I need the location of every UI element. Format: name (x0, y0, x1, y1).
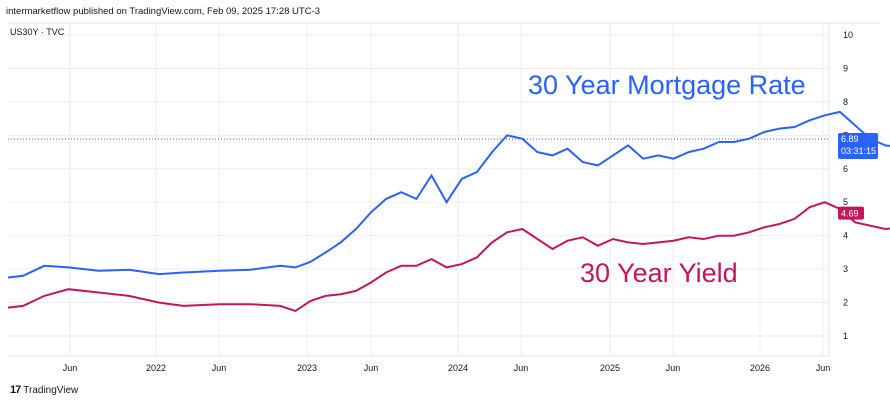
time-axis[interactable]: Jun 2022 Jun 2023 Jun 2024 Jun 2025 Jun 2026 Jun (63, 23, 831, 373)
mortgage-series-line (7, 110, 890, 279)
x-tick-label: Jun (666, 363, 681, 373)
x-tick-label: 2023 (297, 363, 317, 373)
y-tick-label: 9 (843, 63, 848, 73)
mortgage-badge-bg (838, 133, 878, 160)
mortgage-price-badge: 6.89 03:31:15 (838, 133, 878, 160)
brand-name: TradingView (23, 384, 79, 396)
x-tick-label: Jun (816, 363, 831, 373)
symbol-label[interactable]: US30Y · TVC (10, 27, 65, 37)
y-tick-label: 8 (843, 97, 848, 107)
y-tick-label: 4 (843, 231, 848, 241)
x-tick-label: 2024 (448, 363, 468, 373)
x-tick-label: 2025 (600, 363, 620, 373)
x-tick-label: Jun (364, 363, 379, 373)
y-tick-label: 3 (843, 264, 848, 274)
tradingview-logo-icon: 17 (10, 384, 21, 396)
yield-last-value: 4.69 (841, 209, 859, 219)
y-tick-label: 10 (843, 30, 853, 40)
yield-price-badge: 4.69 (838, 206, 864, 220)
yield-annotation: 30 Year Yield (580, 258, 738, 288)
y-tick-label: 6 (843, 164, 848, 174)
x-tick-label: Jun (212, 363, 227, 373)
x-tick-label: Jun (63, 363, 78, 373)
x-tick-label: 2022 (146, 363, 166, 373)
price-axis[interactable]: 10987654321 (8, 30, 853, 341)
y-tick-label: 5 (843, 197, 848, 207)
yield-series-line (7, 201, 890, 313)
mortgage-last-value: 6.89 (841, 134, 859, 144)
x-tick-label: Jun (514, 363, 529, 373)
x-tick-label: 2026 (750, 363, 770, 373)
bar-countdown: 03:31:15 (841, 146, 876, 156)
tradingview-brand[interactable]: 17 TradingView (10, 384, 78, 396)
yield-badge-bg (838, 206, 864, 220)
y-tick-label: 2 (843, 298, 848, 308)
mortgage-annotation: 30 Year Mortgage Rate (528, 70, 806, 100)
publish-caption: intermarketflow published on TradingView… (6, 6, 321, 17)
y-tick-label: 1 (843, 331, 848, 341)
